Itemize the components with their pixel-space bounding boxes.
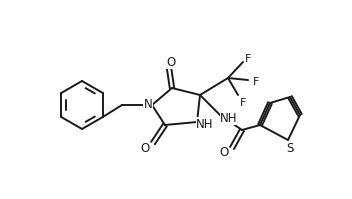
Text: S: S: [286, 141, 294, 154]
Text: F: F: [240, 98, 246, 108]
Text: N: N: [144, 99, 152, 111]
Text: O: O: [140, 142, 150, 155]
Text: F: F: [253, 77, 259, 87]
Text: O: O: [166, 56, 176, 68]
Text: NH: NH: [196, 117, 214, 131]
Text: F: F: [245, 54, 251, 64]
Text: NH: NH: [220, 111, 238, 125]
Text: O: O: [219, 146, 229, 160]
